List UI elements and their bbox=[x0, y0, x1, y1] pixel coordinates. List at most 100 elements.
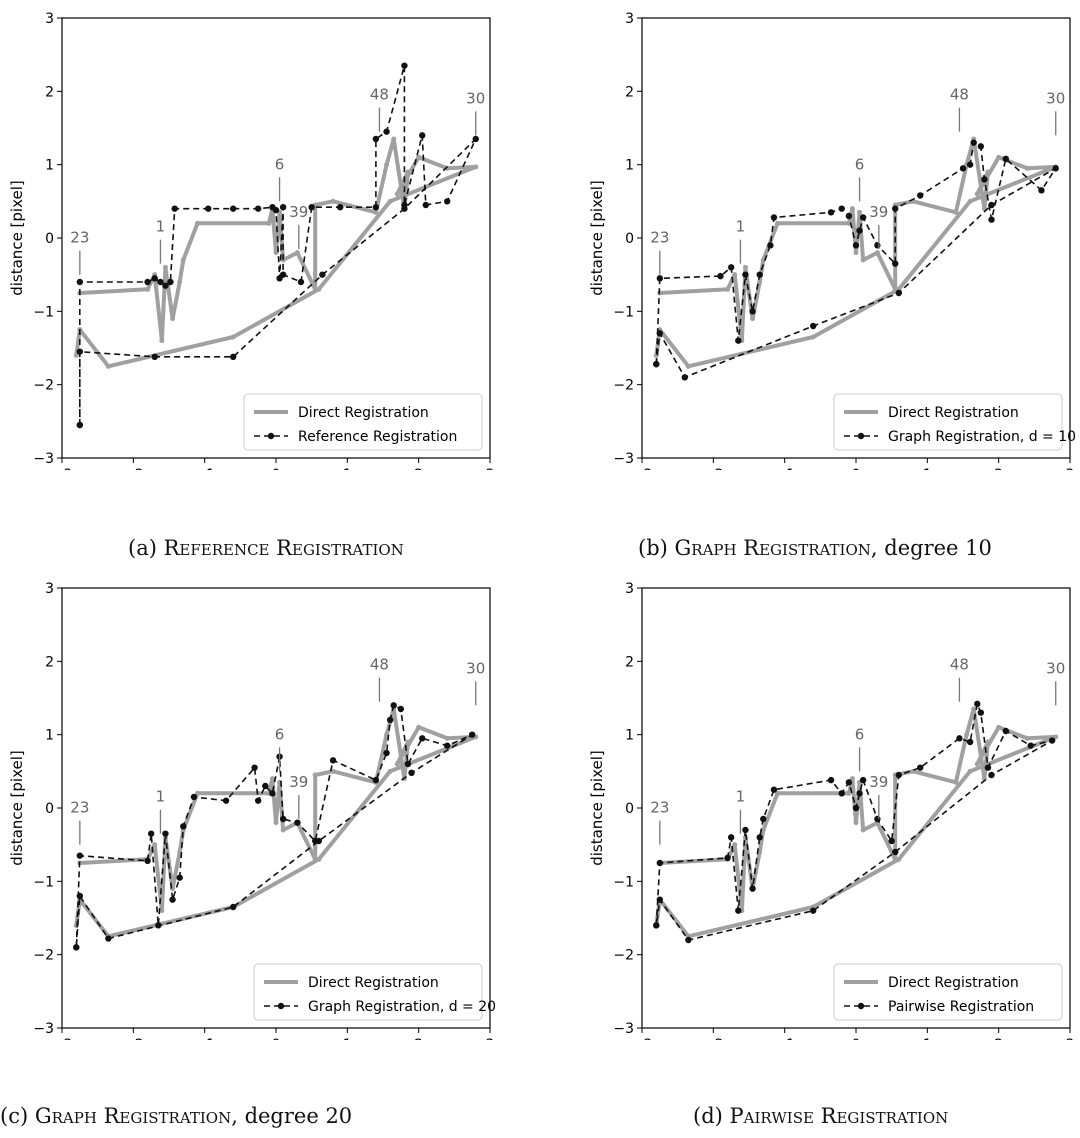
x-tick-label: 1 bbox=[923, 1037, 932, 1040]
caption-label: (c) bbox=[0, 1104, 29, 1128]
series-point-registration bbox=[279, 271, 287, 278]
series-point-registration bbox=[977, 709, 985, 716]
series-point-direct bbox=[974, 761, 980, 767]
series-point-registration bbox=[767, 242, 774, 249]
series-point-registration bbox=[852, 804, 860, 812]
series-point-registration bbox=[988, 771, 995, 779]
series-point-registration bbox=[315, 837, 322, 845]
x-tick-label: 1 bbox=[343, 467, 352, 470]
series-point-registration bbox=[372, 776, 380, 784]
caption-d: (d) Pairwise Registration bbox=[693, 1104, 948, 1128]
y-tick-label: −1 bbox=[613, 304, 634, 320]
series-point-registration bbox=[169, 896, 176, 903]
series-point-registration bbox=[147, 830, 155, 837]
x-tick-label: −3 bbox=[52, 1037, 73, 1040]
series-point-direct bbox=[416, 154, 422, 160]
series-point-registration bbox=[319, 271, 326, 278]
series-point-registration bbox=[308, 204, 315, 211]
y-tick-label: 1 bbox=[625, 158, 634, 174]
series-point-registration bbox=[838, 790, 845, 797]
x-tick-label: −3 bbox=[52, 467, 73, 470]
annotation-label: 6 bbox=[275, 725, 285, 743]
series-point-registration bbox=[845, 779, 853, 786]
series-point-registration bbox=[76, 421, 84, 429]
x-tick-label: 0 bbox=[272, 467, 281, 470]
annotation-label: 39 bbox=[869, 203, 888, 221]
series-point-registration bbox=[383, 749, 390, 757]
series-point-direct bbox=[971, 706, 977, 712]
annotation-label: 39 bbox=[869, 773, 888, 791]
series-point-direct bbox=[725, 286, 731, 292]
series-point-direct bbox=[775, 790, 781, 796]
y-tick-label: 1 bbox=[45, 158, 54, 174]
y-tick-label: 2 bbox=[45, 654, 54, 670]
series-point-direct bbox=[105, 363, 111, 369]
series-point-direct bbox=[316, 286, 322, 292]
series-point-registration bbox=[404, 760, 412, 768]
annotation-label: 48 bbox=[370, 656, 389, 674]
x-tick-label: −1 bbox=[774, 1037, 795, 1040]
legend-label: Pairwise Registration bbox=[888, 999, 1034, 1015]
series-point-registration bbox=[874, 815, 881, 823]
series-point-registration bbox=[974, 700, 981, 708]
series-point-registration bbox=[297, 278, 305, 286]
series-point-registration bbox=[401, 205, 408, 212]
series-point-direct bbox=[373, 209, 379, 215]
series-point-direct bbox=[775, 220, 781, 226]
series-point-registration bbox=[770, 786, 778, 793]
series-point-registration bbox=[988, 216, 995, 223]
legend-label: Graph Registration, d = 10 bbox=[888, 429, 1076, 445]
caption-rest: degree 20 bbox=[237, 1104, 353, 1128]
series-point-registration bbox=[144, 278, 151, 286]
series-point-registration bbox=[401, 62, 408, 69]
series-point-direct bbox=[996, 724, 1002, 730]
series-point-direct bbox=[967, 198, 973, 204]
series-point-registration bbox=[959, 165, 967, 172]
series-point-direct bbox=[732, 842, 738, 848]
annotation-label: 6 bbox=[275, 155, 285, 173]
series-point-registration bbox=[656, 330, 664, 337]
annotation-label: 30 bbox=[466, 659, 485, 677]
series-point-direct bbox=[1024, 165, 1030, 171]
series-point-direct bbox=[394, 191, 400, 197]
series-point-registration bbox=[254, 797, 262, 804]
series-point-registration bbox=[656, 859, 664, 867]
annotation-label: 30 bbox=[1046, 659, 1065, 677]
y-tick-label: 3 bbox=[45, 11, 54, 27]
annotation-label: 1 bbox=[156, 788, 166, 806]
series-point-registration bbox=[742, 271, 749, 278]
series-point-registration bbox=[984, 764, 992, 771]
y-tick-label: 1 bbox=[625, 728, 634, 744]
caption-title: Graph Registration, bbox=[34, 1104, 238, 1128]
series-point-registration bbox=[151, 353, 158, 360]
annotation-label: 23 bbox=[650, 229, 669, 247]
y-tick-label: −2 bbox=[613, 378, 634, 394]
series-point-registration bbox=[917, 764, 924, 771]
y-tick-label: −3 bbox=[613, 451, 634, 467]
caption-title: Graph Registration, bbox=[674, 536, 878, 560]
series-point-direct bbox=[405, 739, 411, 745]
series-point-direct bbox=[953, 209, 959, 215]
series-point-registration bbox=[468, 731, 476, 738]
series-point-registration bbox=[269, 790, 276, 797]
annotation-label: 30 bbox=[466, 89, 485, 107]
series-point-direct bbox=[269, 776, 275, 782]
series-point-direct bbox=[159, 908, 165, 914]
legend-label: Reference Registration bbox=[298, 429, 457, 445]
series-point-registration bbox=[892, 260, 899, 267]
series-point-registration bbox=[859, 776, 867, 784]
series-point-registration bbox=[272, 206, 280, 214]
series-point-registration bbox=[895, 771, 902, 779]
series-point-registration bbox=[372, 204, 380, 211]
x-tick-label: 2 bbox=[994, 1037, 1003, 1040]
y-tick-label: −2 bbox=[33, 378, 54, 394]
series-point-registration bbox=[888, 837, 895, 845]
series-point-registration bbox=[176, 874, 183, 881]
series-point-direct bbox=[394, 761, 400, 767]
y-tick-label: 3 bbox=[625, 11, 634, 27]
annotation-label: 30 bbox=[1046, 89, 1065, 107]
x-tick-label: −3 bbox=[632, 467, 653, 470]
